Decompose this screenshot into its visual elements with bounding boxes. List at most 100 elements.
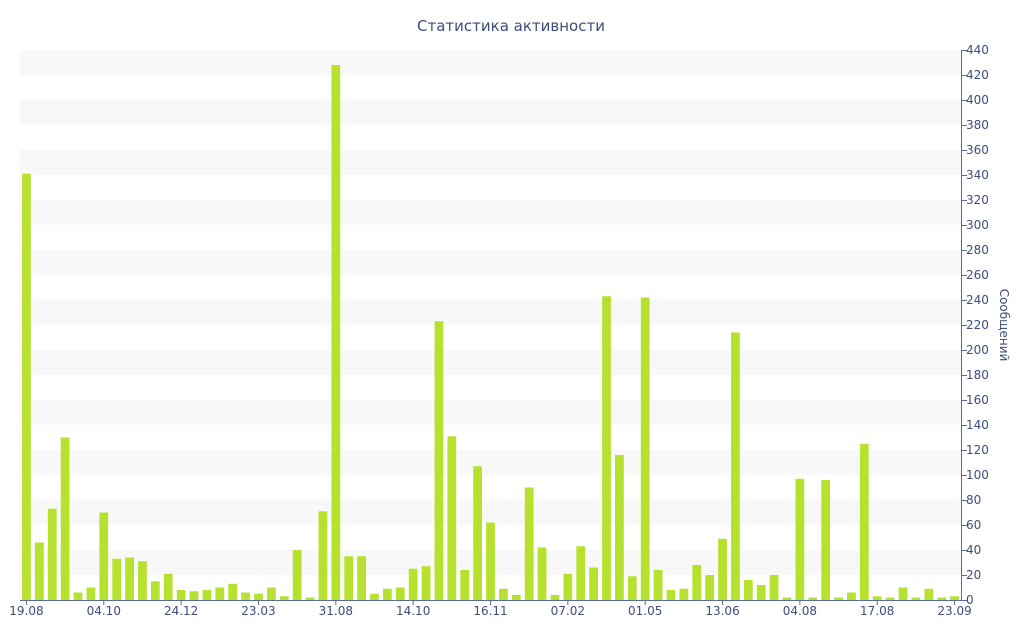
y-tick-label: 140 [966,418,989,432]
bar [550,595,560,600]
x-axis: 19.08 04.10 24.12 23.03 31.08 14.10 16.11 07.02… [9,600,972,618]
y-tick-label: 160 [966,393,989,407]
bar [163,573,173,600]
bar [279,596,289,600]
bar [679,588,689,600]
bar [898,587,908,600]
bar [202,590,212,600]
bar [47,508,57,600]
y-tick-label: 60 [966,518,981,532]
bar [653,570,663,600]
bar [86,587,96,600]
grid-band [20,450,961,475]
bar [834,597,843,600]
x-tick-label: 23.09 [937,604,971,618]
bar [73,592,83,600]
grid-band [20,300,961,325]
bar [395,587,405,600]
bar [344,556,354,600]
bar [627,576,637,600]
bar [563,573,573,600]
bar [254,593,263,600]
bar [602,296,611,600]
bar [241,592,250,600]
bar [589,567,599,600]
grid-band [20,350,961,375]
bar [266,587,276,600]
bar [640,297,650,600]
bar [447,436,457,600]
y-tick-label: 440 [966,43,989,57]
bar [692,565,702,600]
y-tick-label: 80 [966,493,981,507]
bar [756,585,766,600]
bar [460,570,470,600]
bar [292,550,302,600]
x-tick-label: 31.08 [319,604,353,618]
x-tick-label: 13.06 [705,604,739,618]
bar [60,437,70,600]
bar [666,590,676,600]
bar [924,588,934,600]
x-tick-label: 07.02 [551,604,585,618]
grid-band [20,100,961,125]
y-tick-label: 380 [966,118,989,132]
y-tick-label: 40 [966,543,981,557]
y-axis-title: Сообщений [997,289,1011,362]
y-tick-label: 220 [966,318,989,332]
y-tick-label: 300 [966,218,989,232]
x-tick-label: 04.10 [87,604,121,618]
bar [408,568,418,600]
x-tick-label: 04.08 [783,604,817,618]
grid-band [20,250,961,275]
bar [937,597,947,600]
bar [743,580,753,600]
bar [511,595,521,600]
grid-band [20,400,961,425]
grid-band [20,500,961,525]
y-tick-label: 200 [966,343,989,357]
bar [705,575,715,600]
x-tick-label: 24.12 [164,604,198,618]
y-axis: 0 20 40 60 80 100 120 140 160 180 200 220 240 260 280 3… [961,43,989,607]
bar [305,597,315,600]
bar [176,590,186,600]
bar [885,597,895,600]
bar [769,575,779,600]
y-tick-label: 340 [966,168,989,182]
bar [950,596,959,600]
bar [731,332,740,600]
bar [318,511,328,600]
bar [499,588,508,600]
y-tick-label: 400 [966,93,989,107]
y-tick-label: 120 [966,443,989,457]
bar [524,487,534,600]
bars [22,65,959,600]
x-tick-label: 23.03 [241,604,275,618]
bar [795,478,805,600]
grid-band [20,50,961,75]
y-tick-label: 20 [966,568,981,582]
bar [421,566,431,600]
bar [112,558,122,600]
y-tick-label: 320 [966,193,989,207]
bar [215,587,225,600]
bar [357,556,366,600]
y-tick-label: 260 [966,268,989,282]
x-tick-label: 14.10 [396,604,430,618]
bar [125,557,134,600]
bar [228,583,238,600]
bar [537,547,547,600]
grid-band [20,150,961,175]
bar [331,65,341,600]
bar [576,546,586,600]
bar [872,596,882,600]
bar [808,597,818,600]
y-tick-label: 180 [966,368,989,382]
bar [821,480,831,600]
y-tick-label: 420 [966,68,989,82]
x-tick-label: 19.08 [9,604,43,618]
bar [782,597,792,600]
bar [189,591,199,600]
bar [138,561,147,600]
